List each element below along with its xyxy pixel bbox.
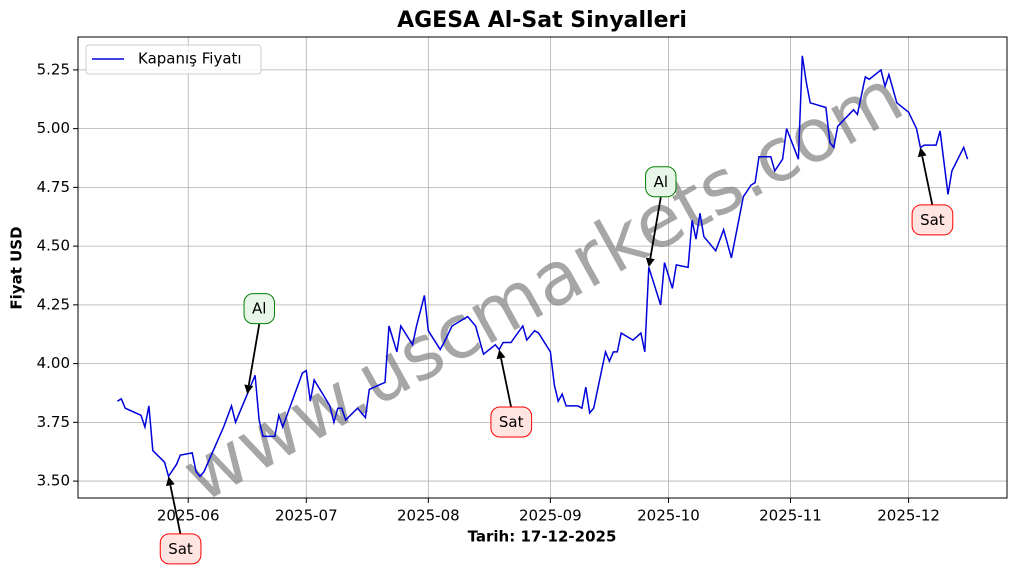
annotation-box — [490, 406, 533, 438]
annotation-arrow — [247, 323, 261, 386]
annotation-arrowhead — [244, 384, 254, 395]
x-tick-label: 2025-10 — [637, 507, 700, 525]
y-tick-label: 5.00 — [37, 119, 70, 137]
annotation — [244, 323, 261, 395]
y-tick-label: 4.00 — [37, 354, 70, 372]
x-tick-label: 2025-11 — [759, 507, 822, 525]
annotation — [645, 197, 662, 268]
annotation-label: Sat — [168, 540, 193, 558]
annotation-arrow — [169, 485, 182, 535]
annotation-box — [645, 166, 677, 198]
y-tick-label: 4.50 — [37, 237, 70, 255]
annotation-arrowhead — [496, 349, 506, 360]
annotation-label: Al — [252, 300, 266, 318]
legend-label: Kapanış Fiyatı — [138, 50, 242, 68]
annotation-label: Sat — [499, 413, 524, 431]
y-axis-label: Fiyat USD — [8, 226, 26, 309]
price-line — [117, 55, 969, 479]
x-tick-label: 2025-09 — [519, 507, 582, 525]
annotation-arrow — [649, 197, 662, 259]
x-tick-label: 2025-07 — [275, 507, 338, 525]
x-axis-label: Tarih: 17-12-2025 — [468, 528, 617, 546]
annotation-arrow — [500, 358, 513, 408]
annotation-box — [243, 293, 275, 325]
y-tick-label: 5.25 — [37, 60, 70, 78]
annotation-box — [159, 533, 202, 565]
annotation — [917, 147, 934, 206]
annotation — [496, 349, 513, 408]
annotation-box — [911, 204, 954, 236]
legend: Kapanış Fiyatı — [85, 44, 262, 75]
annotation-arrowhead — [165, 476, 175, 487]
y-tick-label: 4.75 — [37, 178, 70, 196]
chart-title: AGESA Al-Sat Sinyalleri — [397, 8, 687, 33]
x-tick-label: 2025-06 — [157, 507, 220, 525]
plot-frame — [77, 36, 1008, 499]
annotation-arrow — [921, 156, 934, 206]
annotation-label: Al — [654, 173, 668, 191]
annotation-arrowhead — [917, 147, 927, 158]
y-tick-label: 3.50 — [37, 472, 70, 490]
y-tick-label: 4.25 — [37, 295, 70, 313]
annotation — [165, 476, 182, 535]
annotation-arrowhead — [645, 257, 655, 268]
x-tick-label: 2025-12 — [877, 507, 940, 525]
legend-box — [85, 44, 262, 75]
y-tick-label: 3.75 — [37, 413, 70, 431]
x-tick-label: 2025-08 — [397, 507, 460, 525]
annotation-label: Sat — [920, 211, 945, 229]
